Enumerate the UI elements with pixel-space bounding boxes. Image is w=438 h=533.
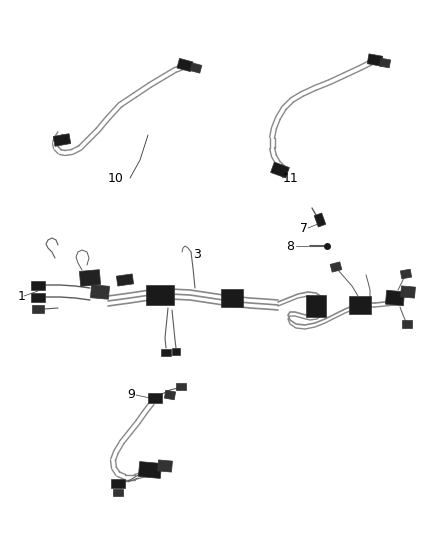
Bar xyxy=(349,296,371,314)
Bar xyxy=(146,285,174,305)
Bar xyxy=(31,293,45,302)
Bar xyxy=(176,383,186,390)
Bar xyxy=(400,269,412,279)
Text: 7: 7 xyxy=(300,222,308,235)
Bar xyxy=(117,274,134,286)
Bar xyxy=(113,489,123,496)
Bar xyxy=(330,262,342,272)
Bar xyxy=(111,479,125,488)
Bar xyxy=(158,460,173,472)
Bar xyxy=(148,393,162,403)
Bar xyxy=(138,462,162,479)
Bar xyxy=(53,134,71,147)
Bar xyxy=(379,58,391,68)
Bar xyxy=(400,286,416,298)
Bar xyxy=(79,270,101,286)
Bar xyxy=(402,320,412,328)
Bar xyxy=(221,289,243,307)
Bar xyxy=(314,213,326,227)
Bar xyxy=(31,280,45,289)
Text: 8: 8 xyxy=(286,239,294,253)
Text: 9: 9 xyxy=(127,389,135,401)
Bar xyxy=(306,295,326,317)
Bar xyxy=(190,63,202,73)
Bar xyxy=(161,349,171,356)
Text: 1: 1 xyxy=(18,289,26,303)
Bar xyxy=(164,390,176,400)
Bar xyxy=(32,305,44,313)
Bar xyxy=(172,348,180,354)
Text: 3: 3 xyxy=(193,248,201,262)
Text: 11: 11 xyxy=(283,172,299,184)
Bar xyxy=(367,54,383,66)
Bar xyxy=(91,285,110,299)
Bar xyxy=(271,162,290,178)
Text: 10: 10 xyxy=(108,172,124,184)
Bar xyxy=(177,58,193,71)
Bar xyxy=(385,290,405,306)
